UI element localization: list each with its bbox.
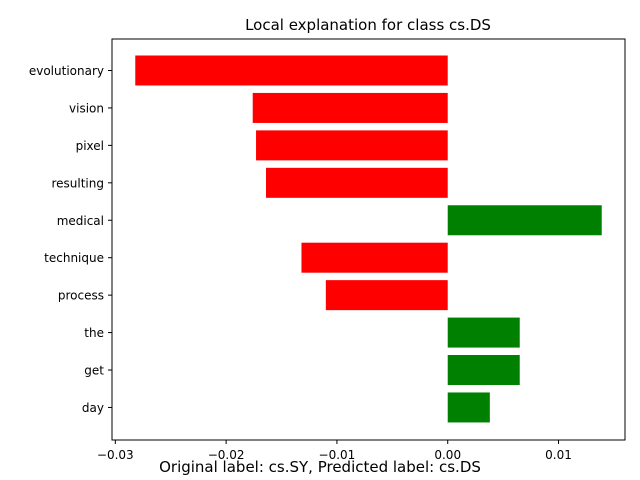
bar-get: [447, 355, 520, 386]
y-tick-label: process: [58, 289, 104, 303]
bar-the: [447, 317, 520, 348]
x-tick-label: 0.01: [545, 448, 572, 462]
bar-evolutionary: [135, 55, 448, 86]
bar-pixel: [256, 130, 448, 161]
y-tick-label: evolutionary: [29, 64, 104, 78]
chart-title: Local explanation for class cs.DS: [245, 16, 491, 34]
y-tick-label: technique: [44, 251, 104, 265]
prediction-caption: Original label: cs.SY, Predicted label: …: [159, 458, 481, 476]
y-tick-label: the: [84, 326, 104, 340]
x-tick-label: −0.02: [208, 448, 245, 462]
y-tick-label: day: [82, 401, 104, 415]
plot-frame: [111, 38, 626, 441]
bar-day: [447, 392, 490, 423]
bars-group: [135, 55, 602, 423]
x-tick-labels: −0.03 −0.02 −0.01 0.00 0.01: [97, 440, 572, 462]
bar-resulting: [266, 167, 448, 198]
bar-medical: [447, 205, 602, 236]
y-tick-label: vision: [69, 101, 104, 115]
y-tick-label: medical: [57, 214, 104, 228]
x-tick-label: −0.03: [97, 448, 134, 462]
bar-process: [325, 280, 448, 311]
bar-vision: [252, 92, 448, 123]
y-tick-label: get: [84, 364, 104, 378]
x-tick-label: −0.01: [319, 448, 356, 462]
y-tick-label: pixel: [76, 139, 104, 153]
y-tick-labels: evolutionary vision pixel resulting medical t…: [29, 64, 112, 415]
bar-technique: [301, 242, 448, 273]
x-tick-label: 0.00: [434, 448, 461, 462]
y-tick-label: resulting: [51, 176, 104, 190]
